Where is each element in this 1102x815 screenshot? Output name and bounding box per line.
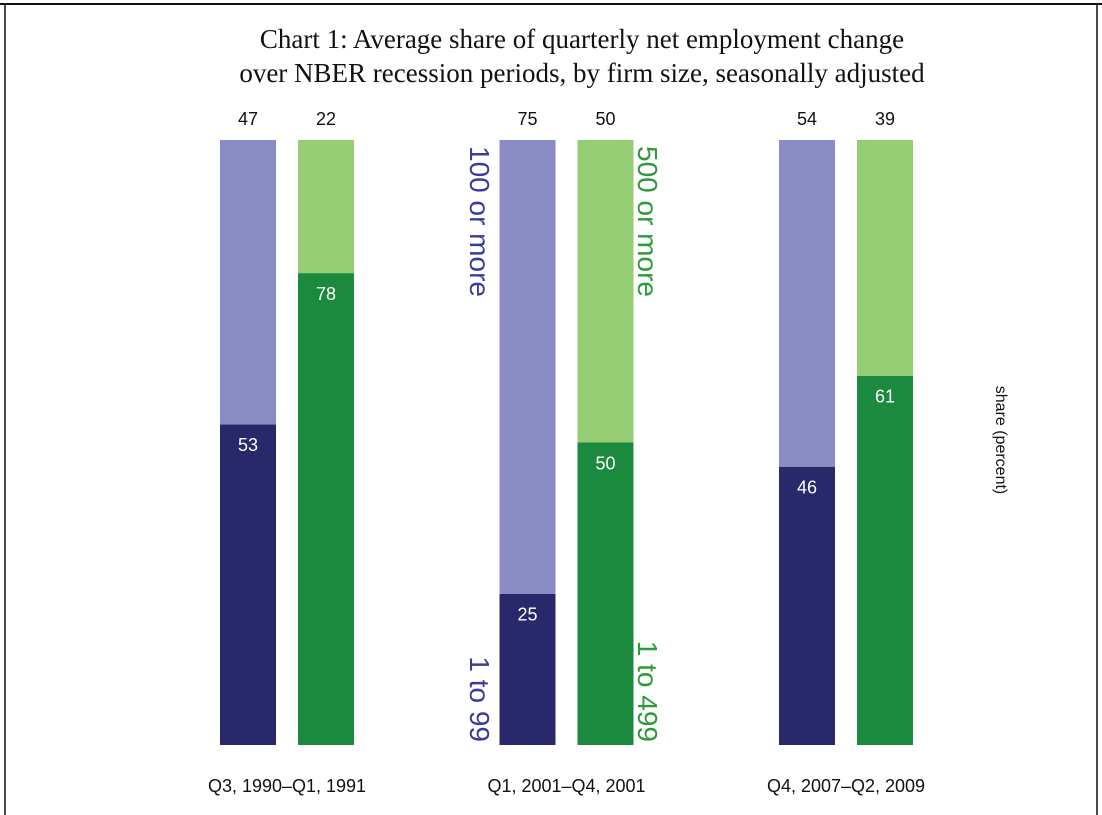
data-label: 47 <box>238 109 258 129</box>
data-label: 39 <box>875 109 895 129</box>
data-label: 50 <box>595 453 615 473</box>
bar-segment <box>499 140 556 594</box>
data-label: 22 <box>316 109 336 129</box>
bar-segment <box>779 466 835 745</box>
chart-title: over NBER recession periods, by firm siz… <box>239 58 925 88</box>
legend-label: 1 to 99 <box>464 656 495 742</box>
bar-segment <box>577 442 634 745</box>
bar-segment <box>779 140 835 467</box>
data-label: 53 <box>238 435 258 455</box>
data-label: 25 <box>517 605 537 625</box>
bar-segment <box>857 140 913 376</box>
data-label: 54 <box>797 109 817 129</box>
bar-segment <box>220 140 276 425</box>
chart-title: Chart 1: Average share of quarterly net … <box>260 24 904 54</box>
x-tick-label: Q4, 2007–Q2, 2009 <box>767 776 925 796</box>
bar-segment <box>857 375 913 745</box>
bar-segment <box>499 593 556 745</box>
bar-segment <box>298 140 354 274</box>
data-label: 61 <box>875 387 895 407</box>
data-label: 46 <box>797 477 817 497</box>
x-tick-label: Q1, 2001–Q4, 2001 <box>487 776 645 796</box>
data-label: 75 <box>517 109 537 129</box>
legend-label: 1 to 499 <box>632 641 663 742</box>
bar-segment <box>577 140 634 443</box>
legend-label: 100 or more <box>464 146 495 297</box>
bar-segment <box>220 424 276 745</box>
y-axis-label: share (percent) <box>992 386 1009 495</box>
legend-label: 500 or more <box>632 146 663 297</box>
bar-segment <box>298 273 354 745</box>
x-tick-label: Q3, 1990–Q1, 1991 <box>208 776 366 796</box>
data-label: 78 <box>316 284 336 304</box>
data-label: 50 <box>595 109 615 129</box>
